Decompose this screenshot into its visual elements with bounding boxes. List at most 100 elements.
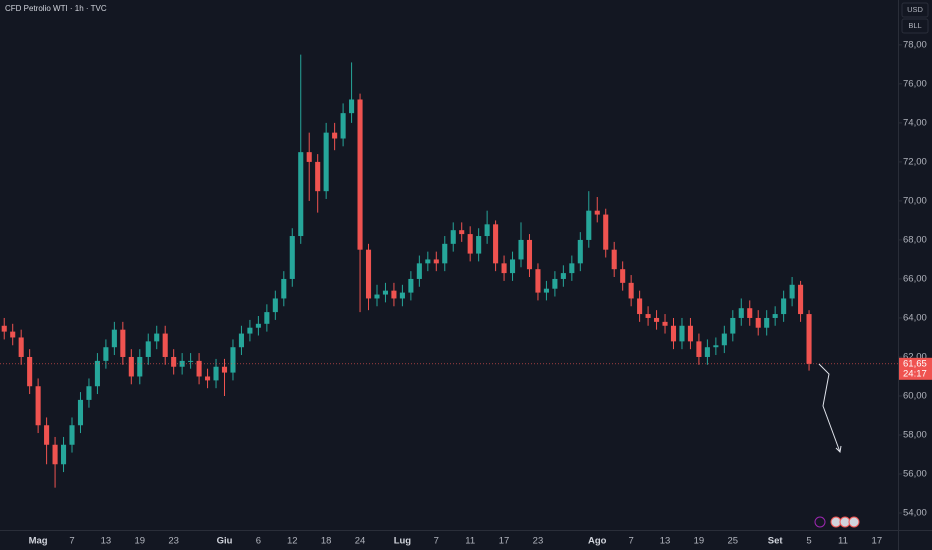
candle-body: [205, 376, 211, 381]
last-price-tag: [899, 357, 932, 380]
x-tick-label: 5: [806, 536, 811, 547]
candle-body: [747, 308, 753, 318]
candle-body: [408, 278, 414, 293]
candle-body: [535, 269, 541, 293]
candle-body: [86, 386, 92, 400]
candle-body: [611, 249, 617, 270]
candle-body: [264, 312, 270, 324]
x-tick-label: 23: [533, 536, 544, 547]
candle-body: [221, 366, 228, 373]
candle-body: [543, 288, 549, 293]
candle-body: [662, 321, 668, 326]
projection-path: [818, 363, 841, 453]
candle-body: [69, 425, 75, 445]
y-tick-label: 68,00: [903, 234, 927, 245]
candle-body: [577, 239, 583, 264]
candle-body: [628, 282, 634, 299]
x-tick-label: 6: [256, 536, 261, 547]
candle-body: [713, 345, 719, 348]
candle-body: [586, 210, 592, 240]
candle-body: [518, 239, 524, 260]
x-tick-label: Ago: [588, 536, 607, 547]
candle-body: [171, 356, 177, 367]
candle-body: [340, 113, 346, 139]
unit[interactable]: BLL: [908, 21, 921, 30]
candle-body: [806, 314, 812, 364]
candle-body: [738, 308, 744, 318]
x-tick-label: 19: [134, 536, 145, 547]
candle-body: [603, 214, 609, 250]
x-tick-label: 25: [728, 536, 739, 547]
currency[interactable]: USD: [907, 5, 923, 14]
y-tick-label: 74,00: [903, 117, 927, 128]
candle-body: [501, 263, 507, 274]
candle-body: [289, 236, 295, 279]
candle-body: [433, 259, 439, 264]
candle-body: [670, 325, 677, 342]
candle-body: [357, 99, 363, 250]
candle-body: [382, 290, 389, 295]
currency-box[interactable]: [901, 2, 929, 18]
countdown: 24:17: [903, 368, 927, 379]
candle-body: [230, 347, 236, 373]
candle-body: [467, 234, 473, 254]
candle-body: [425, 259, 431, 264]
y-tick-label: 78,00: [903, 39, 927, 50]
candle-body: [764, 317, 770, 328]
x-tick-label: 13: [660, 536, 671, 547]
candle-body: [111, 329, 117, 348]
y-tick-label: 54,00: [903, 508, 927, 519]
candle-body: [128, 356, 134, 377]
candle-body: [450, 230, 456, 244]
x-tick-label: 24: [355, 536, 366, 547]
candle-body: [162, 333, 168, 357]
x-tick-label: 17: [499, 536, 510, 547]
x-tick-label: 18: [321, 536, 332, 547]
candle-body: [349, 99, 355, 114]
x-tick-label: 11: [465, 536, 475, 547]
unit-box[interactable]: [901, 18, 929, 34]
y-tick-label: 58,00: [903, 430, 927, 441]
x-tick-label: Set: [768, 536, 784, 547]
candle-body: [416, 263, 422, 279]
x-tick-label: 12: [287, 536, 298, 547]
candle-body: [645, 314, 651, 318]
x-tick-label: Mag: [29, 536, 48, 547]
y-tick-label: 60,00: [903, 391, 927, 402]
candle-body: [781, 298, 787, 315]
x-tick-label: Lug: [394, 536, 412, 547]
candle-body: [484, 224, 490, 237]
candle-body: [315, 161, 321, 192]
candle-body: [476, 236, 482, 254]
candle-body: [213, 366, 219, 381]
event-icon[interactable]: [848, 516, 860, 528]
candle-body: [137, 356, 143, 377]
x-tick-label: 7: [628, 536, 633, 547]
x-tick-label: Giu: [217, 536, 233, 547]
candle-body: [179, 360, 185, 367]
candle-body: [35, 386, 41, 426]
y-tick-label: 76,00: [903, 78, 927, 89]
candle-body: [255, 323, 261, 328]
candle-body: [247, 327, 253, 334]
y-tick-label: 62,00: [903, 351, 927, 362]
x-tick-label: 11: [838, 536, 848, 547]
event-icon[interactable]: [814, 516, 826, 528]
last-price-label: 61,65: [903, 358, 927, 369]
candle-body: [145, 341, 151, 357]
event-icons: [814, 516, 860, 528]
chart-title: CFD Petrolio WTI · 1h · TVC: [5, 4, 107, 13]
candle-body: [637, 298, 643, 315]
candle-body: [493, 224, 499, 264]
candle-body: [281, 278, 287, 299]
candle-body: [721, 333, 727, 346]
x-tick-label: 19: [694, 536, 705, 547]
candle-body: [798, 284, 804, 315]
candle-body: [60, 444, 67, 465]
candle-body: [569, 263, 575, 274]
candle-body: [188, 360, 194, 362]
candle-body: [94, 360, 100, 387]
candle-body: [755, 317, 761, 328]
x-tick-label: 13: [101, 536, 112, 547]
